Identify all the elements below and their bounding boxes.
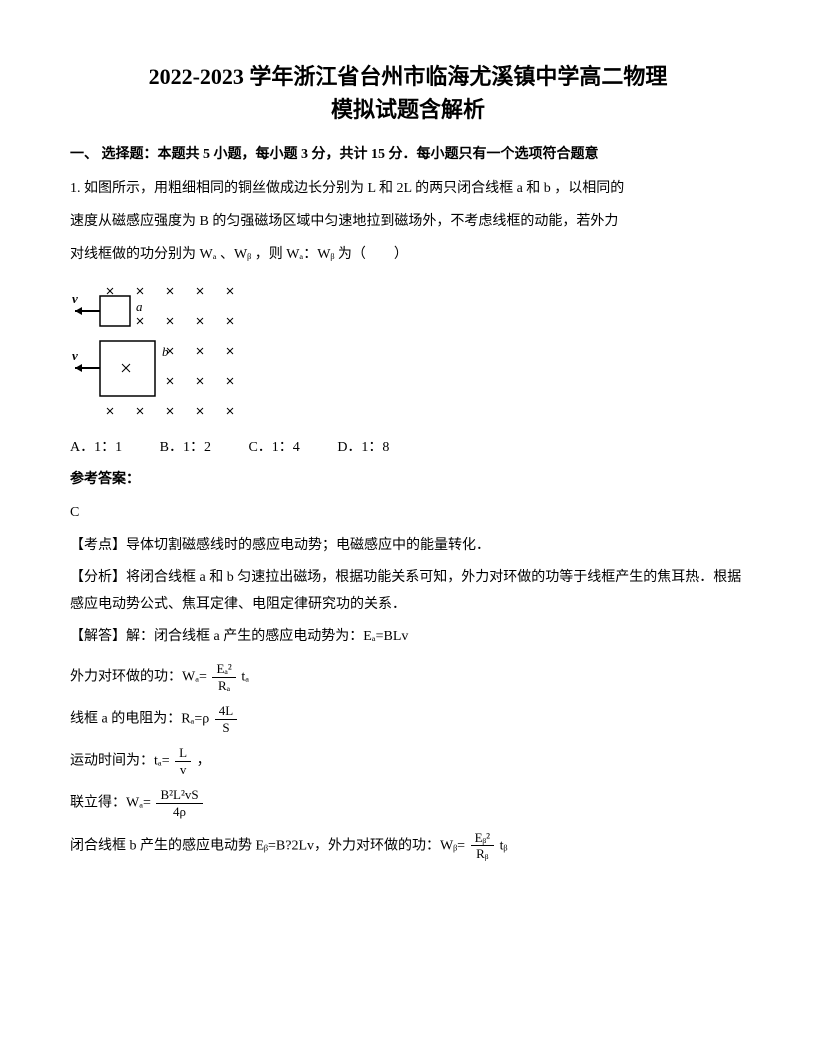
q1-stem-line1: 1. 如图所示，用粗细相同的铜丝做成边长分别为 L 和 2L 的两只闭合线框 a…: [70, 176, 746, 203]
fraction-icon: B²L²vS 4ρ: [156, 787, 202, 819]
eq-ra-pre: 线框 a 的电阻为：Rₐ=ρ: [70, 711, 209, 726]
eq-wa2-pre: 联立得：Wₐ=: [70, 796, 151, 811]
option-c: C．1：4: [248, 435, 299, 462]
eq-wb-pre: 闭合线框 b 产生的感应电动势 Eᵦ=B?2Lv，外力对环做的功：Wᵦ=: [70, 838, 465, 853]
option-a: A．1：1: [70, 435, 122, 462]
option-d: D．1：8: [337, 435, 389, 462]
q1-figure: a v b v: [70, 276, 746, 427]
velocity-a-label: v: [72, 291, 78, 306]
answer-label: 参考答案：: [70, 467, 746, 494]
eq-wb-post: tᵦ: [500, 838, 508, 853]
fraction-icon: 4L S: [215, 703, 237, 735]
page-title: 2022-2023 学年浙江省台州市临海尤溪镇中学高二物理 模拟试题含解析: [70, 60, 746, 126]
jieda-line1: 【解答】解：闭合线框 a 产生的感应电动势为：Eₐ=BLv: [70, 624, 746, 651]
q1-options: A．1：1 B．1：2 C．1：4 D．1：8: [70, 435, 746, 462]
eq-ta: 运动时间为：tₐ= L v ，: [70, 745, 746, 777]
fraction-icon: Eᵦ² Rᵦ: [471, 830, 495, 862]
title-line-1: 2022-2023 学年浙江省台州市临海尤溪镇中学高二物理: [149, 64, 668, 89]
loop-b-label: b: [162, 344, 169, 359]
title-line-2: 模拟试题含解析: [331, 97, 485, 122]
answer-value: C: [70, 500, 746, 527]
magnetic-field-diagram-icon: a v b v: [70, 276, 260, 416]
fraction-icon: Eₐ² Rₐ: [212, 661, 235, 693]
eq-wa-pre: 外力对环做的功：Wₐ=: [70, 669, 207, 684]
fraction-icon: L v: [175, 745, 191, 777]
eq-ta-pre: 运动时间为：tₐ=: [70, 754, 170, 769]
option-b: B．1：2: [160, 435, 211, 462]
eq-wa: 外力对环做的功：Wₐ= Eₐ² Rₐ tₐ: [70, 661, 746, 693]
q1-stem-line2: 速度从磁感应强度为 B 的匀强磁场区域中匀速地拉到磁场外，不考虑线框的动能，若外…: [70, 209, 746, 236]
loop-a-label: a: [136, 299, 143, 314]
eq-ra: 线框 a 的电阻为：Rₐ=ρ 4L S: [70, 703, 746, 735]
q1-stem-line3: 对线框做的功分别为 Wₐ 、Wᵦ ，则 Wₐ：Wᵦ 为（ ）: [70, 242, 746, 269]
eq-wa-result: 联立得：Wₐ= B²L²vS 4ρ: [70, 787, 746, 819]
section-1-heading: 一、 选择题：本题共 5 小题，每小题 3 分，共计 15 分．每小题只有一个选…: [70, 144, 746, 166]
eq-ta-post: ，: [197, 754, 211, 769]
velocity-b-label: v: [72, 348, 78, 363]
eq-wa-post: tₐ: [241, 669, 249, 684]
eq-wb: 闭合线框 b 产生的感应电动势 Eᵦ=B?2Lv，外力对环做的功：Wᵦ= Eᵦ²…: [70, 830, 746, 862]
fenxi: 【分析】将闭合线框 a 和 b 匀速拉出磁场，根据功能关系可知，外力对环做的功等…: [70, 565, 746, 618]
kaodian: 【考点】导体切割磁感线时的感应电动势；电磁感应中的能量转化．: [70, 533, 746, 560]
